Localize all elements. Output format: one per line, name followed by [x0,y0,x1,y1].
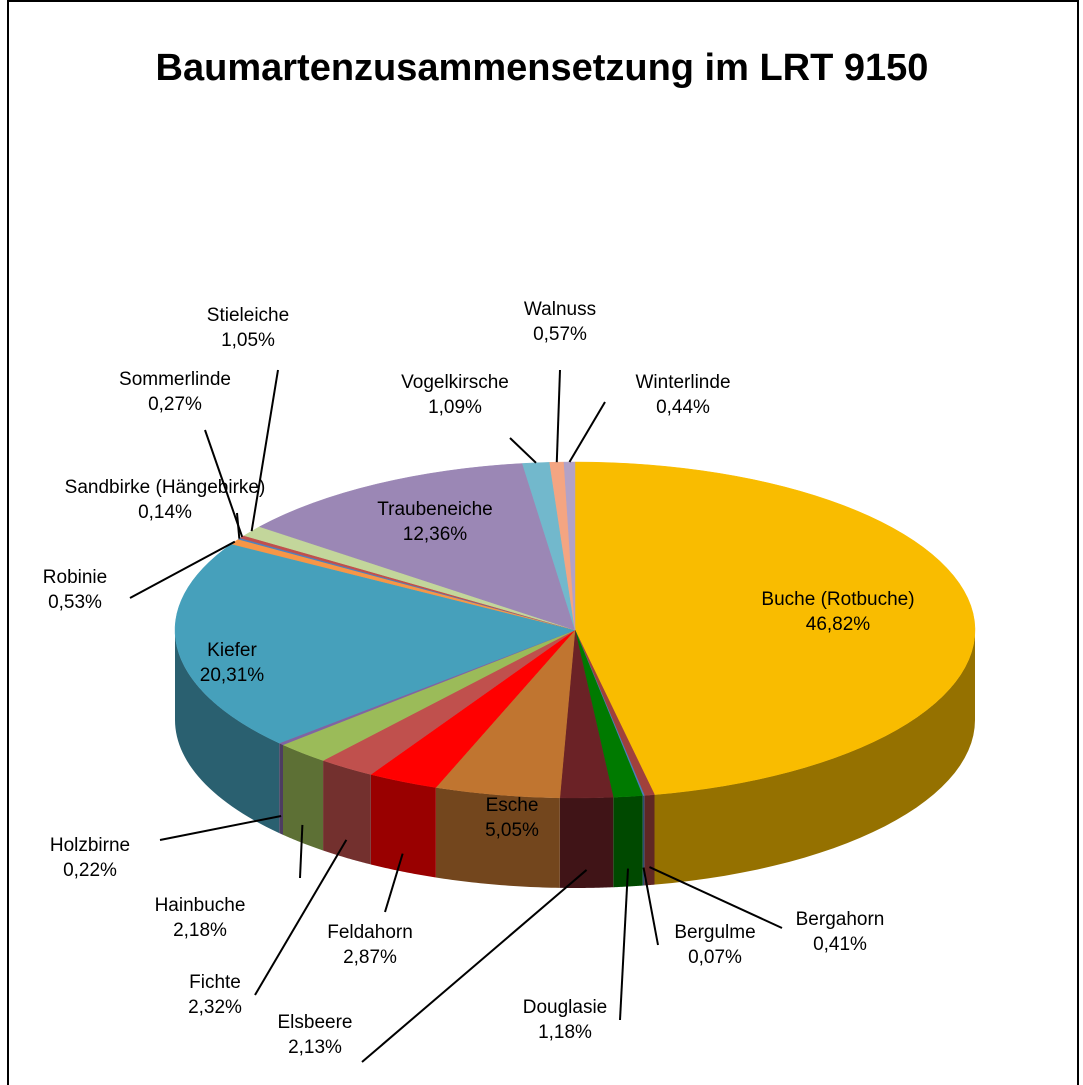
slice-label: Fichte [189,972,241,993]
slice-value: 5,05% [485,820,539,841]
slice-value: 2,13% [288,1037,342,1058]
slice-side [175,630,280,834]
slice-side [283,744,324,851]
slice-value: 2,32% [188,997,242,1018]
slice-label: Feldahorn [327,922,413,943]
slice-side [613,795,643,888]
slice-label: Sandbirke (Hängebirke) [65,477,266,498]
slice-label: Hainbuche [155,895,246,916]
slice-label: Elsbeere [278,1012,353,1033]
slice-value: 0,07% [688,947,742,968]
slice-side [279,743,284,835]
leader-line [555,369,561,463]
slice-value: 0,44% [656,397,710,418]
slice-value: 12,36% [403,524,468,545]
slice-label: Robinie [43,567,107,588]
leader-line [204,429,244,538]
leader-line [299,824,304,879]
slice-value: 1,05% [221,330,275,351]
slice-label: Traubeneiche [377,499,492,520]
slice-value: 0,14% [138,502,192,523]
slice-label: Stieleiche [207,305,289,326]
slice-side [644,794,655,886]
slice-value: 0,27% [148,394,202,415]
slice-side [559,797,614,888]
slice [258,463,576,631]
slice-label: Holzbirne [50,835,130,856]
slice-side [323,760,371,865]
chart-title: Baumartenzusammensetzung im LRT 9150 [156,47,929,89]
slice-label: Bergahorn [796,909,885,930]
slice-value: 20,31% [200,665,265,686]
slice-value: 0,53% [48,592,102,613]
slice-label: Esche [486,795,539,816]
slice-value: 2,18% [173,920,227,941]
slice-label: Kiefer [207,640,257,661]
slice-value: 0,57% [533,324,587,345]
slice-label: Sommerlinde [119,369,231,390]
slice-label: Walnuss [524,299,596,320]
slice-value: 1,18% [538,1022,592,1043]
slice-label: Douglasie [523,997,608,1018]
leader-line [250,369,279,532]
slice-value: 2,87% [343,947,397,968]
slice-value: 0,22% [63,860,117,881]
leader-line [642,867,659,946]
slice [574,461,976,795]
slice-side [370,774,436,878]
slice-side [642,795,645,886]
slice-side [654,630,975,885]
slice [174,543,576,744]
leader-line [649,866,783,929]
leader-line [509,437,537,464]
leader-line [384,853,404,913]
leader-line [254,839,348,996]
leader-line [129,540,236,599]
slice-label: Vogelkirsche [401,372,509,393]
slice-value: 0,41% [813,934,867,955]
leader-line [159,814,282,841]
leader-line [619,868,629,1021]
slice-value: 1,09% [428,397,482,418]
leader-line [361,869,588,1063]
slice-side [435,787,560,888]
leader-line [568,401,606,463]
slice-value: 46,82% [806,614,871,635]
slice-label: Bergulme [674,922,755,943]
slice-label: Buche (Rotbuche) [761,589,914,610]
slice-label: Winterlinde [635,372,730,393]
